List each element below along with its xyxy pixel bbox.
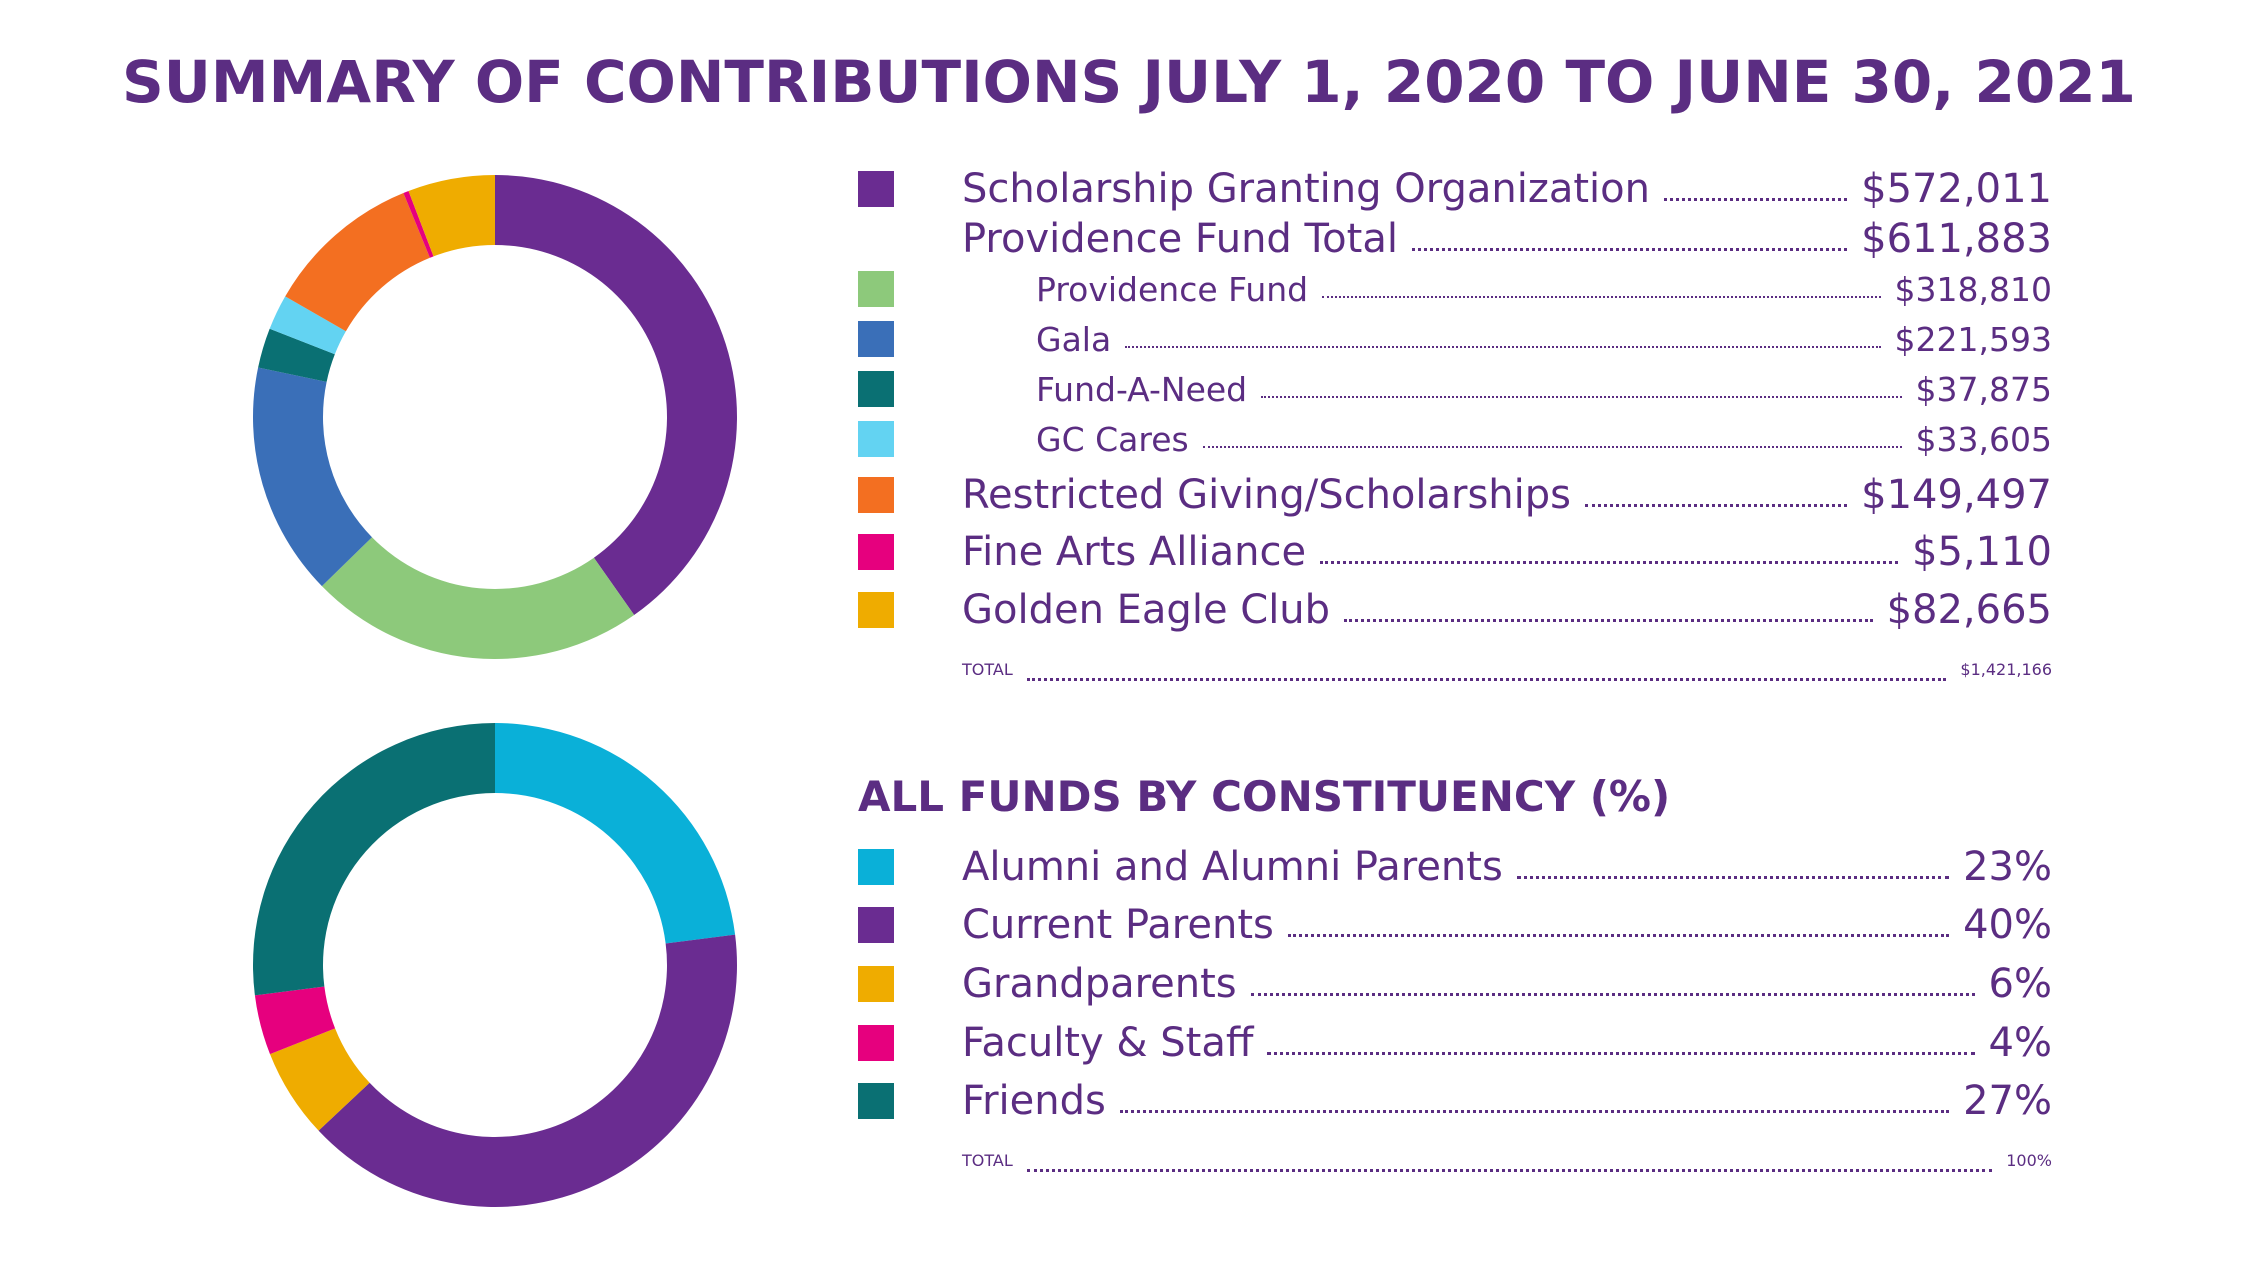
leader-dots xyxy=(1250,992,1975,996)
legend-swatch xyxy=(858,966,894,1002)
legend-value: $5,110 xyxy=(1912,529,2052,575)
legend-row: Golden Eagle Club $82,665 xyxy=(858,585,2052,635)
legend-value: $82,665 xyxy=(1886,587,2052,633)
leader-dots xyxy=(1516,875,1950,879)
legend-label: Alumni and Alumni Parents xyxy=(962,844,1503,890)
legend-label: Fund-A-Need xyxy=(1036,369,1248,409)
legend-value: 27% xyxy=(1963,1078,2052,1124)
legend-row: Restricted Giving/Scholarships $149,497 xyxy=(858,470,2052,520)
legend-row: Scholarship Granting Organization $572,01… xyxy=(858,164,2052,214)
donut1-slice-scholarship-granting-organization xyxy=(495,175,737,615)
donut2-slice-alumni-and-alumni-parents xyxy=(495,723,736,944)
constituency-section-title: ALL FUNDS BY CONSTITUENCY (%) xyxy=(858,772,1671,821)
legend-row: Fine Arts Alliance $5,110 xyxy=(858,527,2052,577)
donut2-slice-friends xyxy=(253,723,495,996)
legend-label: Current Parents xyxy=(962,902,1274,948)
legend-value: 40% xyxy=(1963,902,2052,948)
donut1-slice-restricted-giving-scholarships xyxy=(285,192,430,332)
leader-dots xyxy=(1026,1168,1993,1172)
legend-label: Scholarship Granting Organization xyxy=(962,166,1650,212)
legend-row: TOTAL $1,421,166 xyxy=(858,644,2052,694)
legend-value: $1,421,166 xyxy=(1960,659,2052,679)
leader-dots xyxy=(1585,503,1848,507)
donut1-slice-golden-eagle-club xyxy=(408,175,495,257)
donut2-slice-faculty-staff xyxy=(254,986,336,1055)
legend-swatch xyxy=(858,477,894,513)
legend-swatch xyxy=(858,171,894,207)
leader-dots xyxy=(1322,296,1881,298)
legend-swatch xyxy=(858,271,894,307)
legend-label: TOTAL xyxy=(962,1150,1013,1170)
legend-swatch xyxy=(858,592,894,628)
legend-label: Providence Fund Total xyxy=(962,216,1398,262)
legend-row: Fund-A-Need $37,875 xyxy=(858,364,2052,414)
legend-swatch xyxy=(858,1025,894,1061)
legend-label: GC Cares xyxy=(1036,419,1189,459)
donut1-slice-gc-cares xyxy=(269,296,346,355)
legend-swatch xyxy=(858,849,894,885)
legend-row: GC Cares $33,605 xyxy=(858,414,2052,464)
legend-label: TOTAL xyxy=(962,659,1013,679)
contributions-donut-chart xyxy=(252,175,737,659)
legend-value: $611,883 xyxy=(1861,216,2052,262)
legend-value: 6% xyxy=(1988,961,2052,1007)
leader-dots xyxy=(1026,677,1947,681)
legend-row: Current Parents 40% xyxy=(858,900,2052,950)
legend-row: Providence Fund $318,810 xyxy=(858,264,2052,314)
legend-value: $221,593 xyxy=(1894,319,2052,359)
legend-swatch xyxy=(858,1083,894,1119)
legend-row: Gala $221,593 xyxy=(858,314,2052,364)
legend-row: Alumni and Alumni Parents 23% xyxy=(858,842,2052,892)
legend-label: Grandparents xyxy=(962,961,1237,1007)
donut1-slice-providence-fund xyxy=(321,537,635,659)
legend-value: $149,497 xyxy=(1861,472,2052,518)
legend-row: Faculty & Staff 4% xyxy=(858,1018,2052,1068)
legend-swatch xyxy=(858,321,894,357)
legend-value: 4% xyxy=(1988,1020,2052,1066)
legend-value: $33,605 xyxy=(1915,419,2052,459)
page-title: SUMMARY OF CONTRIBUTIONS JULY 1, 2020 TO… xyxy=(122,48,2136,116)
legend-label: Fine Arts Alliance xyxy=(962,529,1307,575)
legend-label: Gala xyxy=(1036,319,1112,359)
leader-dots xyxy=(1119,1109,1950,1113)
leader-dots xyxy=(1663,197,1848,201)
legend-swatch xyxy=(858,421,894,457)
legend-value: $318,810 xyxy=(1894,269,2052,309)
legend-row: Grandparents 6% xyxy=(858,959,2052,1009)
donut1-slice-gala xyxy=(252,367,372,587)
donut1-slice-fine-arts-alliance xyxy=(403,190,434,258)
legend-value: $37,875 xyxy=(1915,369,2052,409)
legend-value: 23% xyxy=(1963,844,2052,890)
legend-row: Providence Fund Total $611,883 xyxy=(858,214,2052,264)
leader-dots xyxy=(1267,1051,1975,1055)
donut1-slice-fund-a-need xyxy=(258,328,335,382)
legend-swatch xyxy=(858,371,894,407)
legend-label: Providence Fund xyxy=(1036,269,1309,309)
legend-row: Friends 27% xyxy=(858,1076,2052,1126)
legend-row: TOTAL 100% xyxy=(858,1135,2052,1185)
legend-value: 100% xyxy=(2006,1150,2052,1170)
leader-dots xyxy=(1202,446,1902,448)
legend-swatch xyxy=(858,534,894,570)
leader-dots xyxy=(1287,933,1950,937)
legend-value: $572,011 xyxy=(1861,166,2052,212)
legend-label: Faculty & Staff xyxy=(962,1020,1254,1066)
leader-dots xyxy=(1411,247,1848,251)
leader-dots xyxy=(1320,560,1899,564)
leader-dots xyxy=(1261,396,1902,398)
constituency-donut-chart xyxy=(253,723,737,1207)
legend-swatch xyxy=(858,907,894,943)
donut2-slice-grandparents xyxy=(269,1028,370,1131)
legend-label: Friends xyxy=(962,1078,1106,1124)
donut2-slice-current-parents xyxy=(318,934,737,1207)
legend-label: Golden Eagle Club xyxy=(962,587,1331,633)
leader-dots xyxy=(1125,346,1881,348)
leader-dots xyxy=(1344,618,1873,622)
legend-label: Restricted Giving/Scholarships xyxy=(962,472,1572,518)
